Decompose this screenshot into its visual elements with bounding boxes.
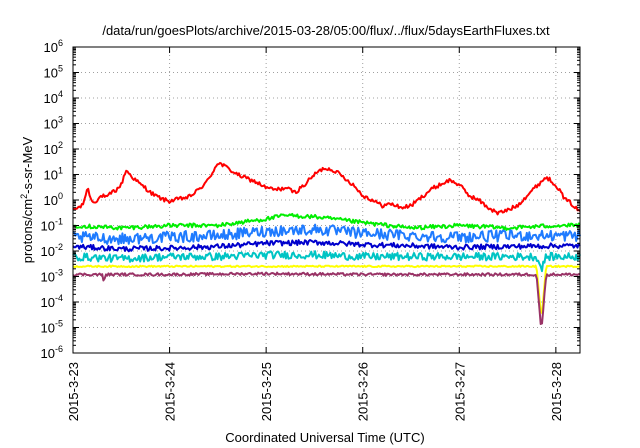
y-tick-label: 10-4 xyxy=(41,293,63,310)
series-line-7 xyxy=(72,271,581,325)
series-line-3 xyxy=(72,223,581,246)
x-tick-label: 2015-3-25 xyxy=(259,362,274,421)
series-line-1 xyxy=(72,161,581,216)
chart-title: /data/run/goesPlots/archive/2015-03-28/0… xyxy=(102,23,550,38)
y-tick-label: 10-1 xyxy=(41,217,63,234)
series-line-4 xyxy=(72,239,581,253)
y-tick-label: 10-5 xyxy=(41,319,63,336)
y-tick-label: 100 xyxy=(44,191,63,208)
series-line-2 xyxy=(72,212,581,231)
x-tick-label: 2015-3-23 xyxy=(66,362,81,421)
series-line-5 xyxy=(72,250,581,273)
y-tick-label: 104 xyxy=(44,89,63,106)
y-axis-label: protons/cm2-s-sr-MeV xyxy=(19,136,35,263)
y-tick-label: 10-6 xyxy=(41,344,63,361)
y-tick-label: 10-2 xyxy=(41,242,63,259)
y-tick-label: 101 xyxy=(44,166,63,183)
x-tick-label: 2015-3-24 xyxy=(163,362,178,421)
x-axis-label: Coordinated Universal Time (UTC) xyxy=(225,430,424,445)
y-tick-label: 106 xyxy=(44,38,63,55)
y-axis-label-rest: -s-sr-MeV xyxy=(20,136,35,193)
y-tick-label: 102 xyxy=(44,140,63,157)
y-tick-label: 10-3 xyxy=(41,268,63,285)
axis-ticks: 10-6 10-5 10-4 10-3 10-2 10-1 100 101 102 103 104 1… xyxy=(41,38,580,421)
y-tick-label: 103 xyxy=(44,115,63,132)
y-axis-label-superscript: 2 xyxy=(19,194,29,199)
y-tick-label: 105 xyxy=(44,64,63,81)
series-line-6 xyxy=(72,264,581,314)
series-layer xyxy=(72,161,581,325)
y-axis-label-main: protons/cm xyxy=(20,199,35,263)
x-tick-label: 2015-3-28 xyxy=(549,362,564,421)
x-tick-label: 2015-3-27 xyxy=(452,362,467,421)
x-tick-label: 2015-3-26 xyxy=(356,362,371,421)
